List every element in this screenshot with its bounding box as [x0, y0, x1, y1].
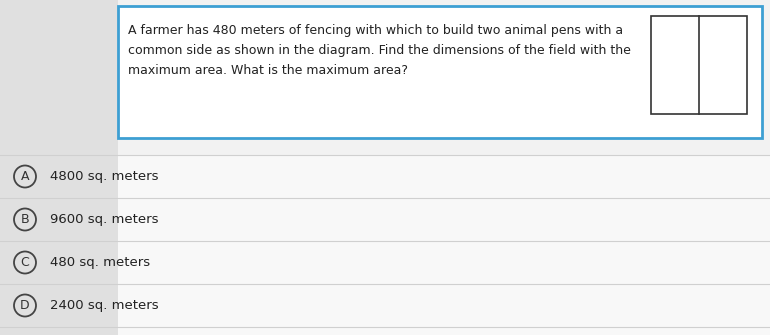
Bar: [651, 16, 747, 114]
Text: common side as shown in the diagram. Find the dimensions of the field with the: common side as shown in the diagram. Fin…: [128, 44, 631, 57]
Text: 4800 sq. meters: 4800 sq. meters: [50, 170, 159, 183]
Text: C: C: [21, 256, 29, 269]
Bar: [0, 155, 770, 335]
Bar: [118, 6, 762, 138]
Text: maximum area. What is the maximum area?: maximum area. What is the maximum area?: [128, 64, 408, 77]
Text: 480 sq. meters: 480 sq. meters: [50, 256, 150, 269]
Text: A farmer has 480 meters of fencing with which to build two animal pens with a: A farmer has 480 meters of fencing with …: [128, 24, 623, 37]
Text: A: A: [21, 170, 29, 183]
Text: 9600 sq. meters: 9600 sq. meters: [50, 213, 159, 226]
Text: 2400 sq. meters: 2400 sq. meters: [50, 299, 159, 312]
Text: B: B: [21, 213, 29, 226]
Text: D: D: [20, 299, 30, 312]
Bar: [0, 0, 118, 335]
